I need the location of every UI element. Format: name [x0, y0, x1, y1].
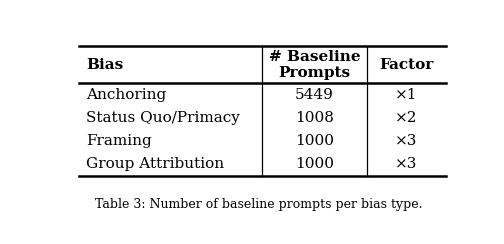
Text: Group Attribution: Group Attribution — [87, 157, 225, 171]
Text: Bias: Bias — [87, 58, 123, 72]
Text: ×3: ×3 — [395, 157, 417, 171]
Text: Anchoring: Anchoring — [87, 88, 167, 102]
Text: # Baseline
Prompts: # Baseline Prompts — [269, 50, 360, 80]
Text: Framing: Framing — [87, 134, 152, 148]
Text: Table 3: Number of baseline prompts per bias type.: Table 3: Number of baseline prompts per … — [95, 197, 422, 211]
Text: ×3: ×3 — [395, 134, 417, 148]
Text: 1000: 1000 — [295, 134, 334, 148]
Text: ×2: ×2 — [395, 111, 418, 125]
Text: 1008: 1008 — [295, 111, 334, 125]
Text: ×1: ×1 — [395, 88, 418, 102]
Text: Status Quo/Primacy: Status Quo/Primacy — [87, 111, 240, 125]
Text: 1000: 1000 — [295, 157, 334, 171]
Text: Factor: Factor — [379, 58, 433, 72]
Text: 5449: 5449 — [295, 88, 334, 102]
